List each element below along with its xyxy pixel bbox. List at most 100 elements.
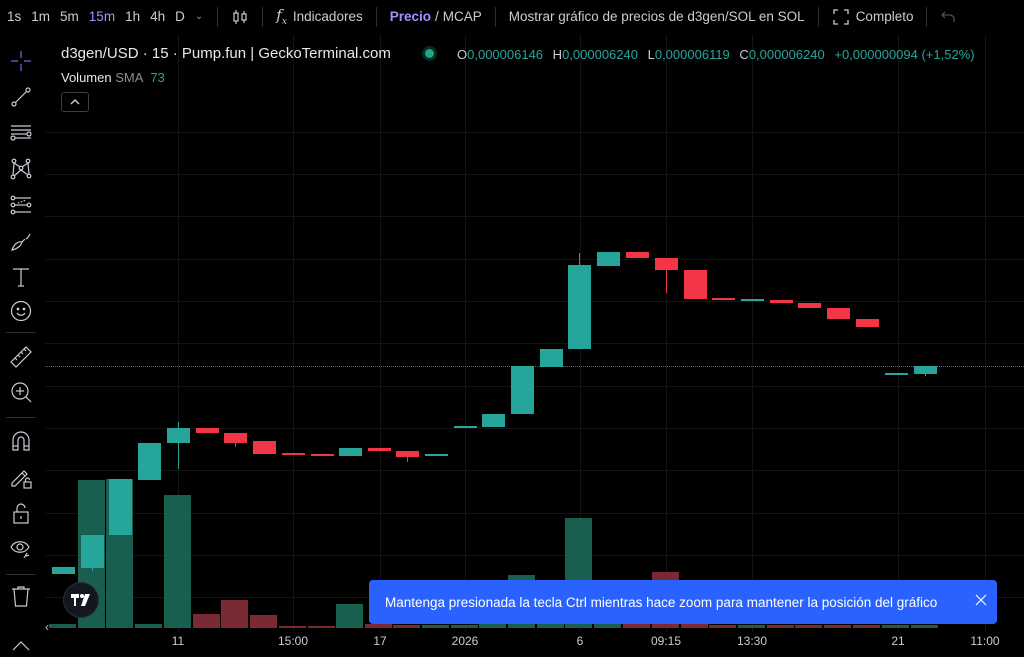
toolbar-divider: [375, 6, 377, 27]
grid-line-vertical: [898, 35, 899, 632]
collapse-legend-button[interactable]: [61, 92, 89, 112]
indicators-label: Indicadores: [292, 9, 363, 24]
crosshair-icon: [11, 51, 31, 71]
candle-body: [395, 451, 419, 457]
horizontal-lines-tool[interactable]: [8, 120, 34, 146]
symbol-legend[interactable]: d3gen/USD · 15 · Pump.fun | GeckoTermina…: [61, 45, 391, 62]
high-value: 0,000006240: [562, 47, 638, 62]
fullscreen-button[interactable]: Completo: [828, 8, 918, 26]
toast-message: Mantenga presionada la tecla Ctrl mientr…: [385, 594, 938, 610]
grid-line-vertical: [465, 35, 466, 632]
undo-icon: [941, 11, 956, 22]
mcap-option[interactable]: MCAP: [442, 9, 482, 24]
emoji-tool[interactable]: [8, 298, 34, 324]
timeframe-1s[interactable]: 1s: [7, 9, 22, 24]
grid-line-vertical: [293, 35, 294, 632]
volume-bar: [537, 624, 564, 628]
trash-tool[interactable]: [8, 583, 34, 609]
time-axis-label: 2026: [451, 634, 479, 648]
candle-wick: [666, 258, 667, 293]
volume-legend[interactable]: Volumen SMA 73: [61, 70, 165, 85]
price-option[interactable]: Precio: [389, 9, 431, 24]
ohlc-values: O0,000006146 H0,000006240 L0,000006119 C…: [457, 47, 981, 62]
candle-wick: [178, 422, 179, 469]
candle-body: [424, 454, 448, 456]
chevron-down-icon[interactable]: ⌄: [194, 11, 204, 22]
candle-body: [769, 300, 793, 303]
tradingview-logo[interactable]: [63, 582, 99, 618]
volume-bar: [135, 624, 162, 628]
zoom-in-tool[interactable]: [8, 379, 34, 405]
volume-bar: [911, 625, 938, 628]
fullscreen-label: Completo: [855, 9, 914, 24]
lock-drawing-icon: [11, 470, 32, 489]
timeframe-4h[interactable]: 4h: [150, 9, 166, 24]
candle-body: [625, 252, 649, 258]
timeframe-5m[interactable]: 5m: [60, 9, 79, 24]
time-axis-label: 11:00: [970, 634, 1000, 648]
fib-icon: [10, 195, 32, 215]
drawing-toolbar: [0, 38, 42, 656]
eye-icon: [10, 541, 30, 559]
candle-body: [510, 366, 534, 414]
candle-body: [855, 319, 879, 327]
grid-line-horizontal: [45, 259, 1024, 260]
indicators-button[interactable]: fx Indicadores: [272, 6, 366, 27]
sol-price-toggle[interactable]: Mostrar gráfico de precios de d3gen/SOL …: [508, 9, 805, 24]
timeframe-15m[interactable]: 15m: [88, 9, 116, 24]
collapse-toolbar-button[interactable]: [8, 638, 34, 652]
magnet-tool[interactable]: [8, 428, 34, 454]
candle-body: [252, 441, 276, 454]
trend-line-tool[interactable]: [8, 84, 34, 110]
price-mcap-toggle[interactable]: Precio / MCAP: [386, 9, 486, 24]
visibility-tool[interactable]: [8, 535, 34, 561]
fx-icon: fx: [276, 6, 287, 27]
toolbar-divider: [6, 417, 36, 418]
chart-type-button[interactable]: [227, 8, 253, 26]
timeframe-d[interactable]: D: [175, 9, 185, 24]
candle-body: [166, 428, 190, 443]
toolbar-divider: [6, 332, 36, 333]
time-axis[interactable]: ‹ 11 15:00 17 2026 6 09:15 13:30 21 11:00: [45, 620, 1024, 656]
scroll-left-icon[interactable]: ‹: [45, 620, 49, 634]
volume-bar: [279, 626, 306, 628]
undo-button[interactable]: [936, 9, 960, 25]
close-icon[interactable]: [975, 590, 987, 611]
time-axis-label: 09:15: [650, 634, 682, 648]
chart-pane[interactable]: d3gen/USD · 15 · Pump.fun | GeckoTermina…: [45, 35, 1024, 632]
crosshair-tool[interactable]: [8, 48, 34, 74]
toolbar-divider: [817, 6, 819, 27]
volume-bar: [451, 625, 478, 628]
lock-tool[interactable]: [8, 500, 34, 526]
grid-line-horizontal: [45, 132, 1024, 133]
trend-line-icon: [11, 87, 31, 107]
candle-body: [137, 443, 161, 480]
grid-line-vertical: [752, 35, 753, 632]
volume-bar: [594, 624, 621, 628]
volume-bar: [250, 615, 277, 628]
grid-line-horizontal: [45, 301, 1024, 302]
close-label: C: [739, 47, 749, 62]
chevron-up-icon: [12, 641, 30, 651]
candle-body: [567, 265, 591, 349]
volume-bar: [164, 495, 191, 628]
timeframe-1m[interactable]: 1m: [31, 9, 51, 24]
candle-body: [281, 453, 305, 455]
fib-tool[interactable]: [8, 192, 34, 218]
time-axis-label: 11: [171, 634, 185, 648]
lock-drawing-tool[interactable]: [8, 464, 34, 490]
trash-icon: [12, 586, 30, 607]
ruler-icon: [10, 346, 32, 368]
ruler-tool[interactable]: [8, 344, 34, 370]
grid-line-vertical: [666, 35, 667, 632]
zoom-in-icon: [11, 382, 32, 403]
grid-line-horizontal: [45, 216, 1024, 217]
candle-body: [80, 535, 104, 568]
toolbar-divider: [6, 574, 36, 575]
grid-line-horizontal: [45, 470, 1024, 471]
brush-tool[interactable]: [8, 228, 34, 254]
candle-body: [884, 373, 908, 375]
timeframe-1h[interactable]: 1h: [125, 9, 141, 24]
pattern-tool[interactable]: [8, 156, 34, 182]
text-tool[interactable]: [8, 264, 34, 290]
